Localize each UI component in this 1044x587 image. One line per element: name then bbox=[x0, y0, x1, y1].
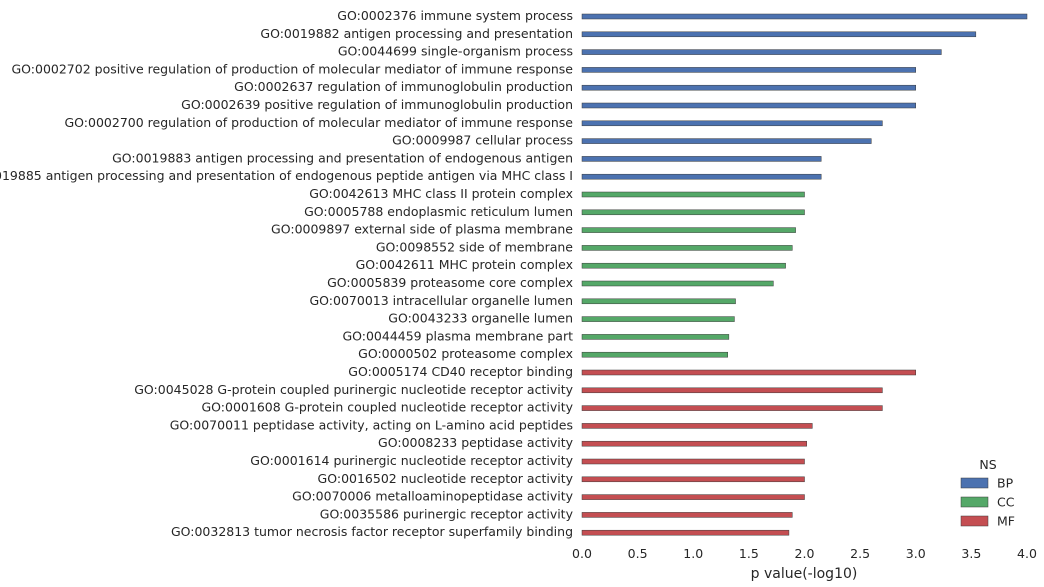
x-axis-ticks-group: 0.0 0.5 1.0 1.5 2.0 2.5 3.0 3.5 4.0 bbox=[572, 546, 1037, 561]
bar-bp bbox=[581, 173, 822, 180]
bar-bp bbox=[581, 102, 916, 109]
bar-bp bbox=[581, 67, 916, 73]
bar-cc bbox=[581, 191, 805, 198]
x-tick-label: 2.0 bbox=[795, 546, 815, 561]
bar-mf bbox=[581, 458, 805, 465]
category-label: GO:0002376 immune system process bbox=[337, 8, 573, 23]
bar-bp bbox=[581, 84, 916, 91]
category-label: GO:0005839 proteasome core complex bbox=[327, 275, 573, 290]
x-axis-title: p value(-log10) bbox=[751, 566, 858, 582]
category-label: GO:0019885 antigen processing and presen… bbox=[0, 168, 573, 183]
category-label: GO:0002700 regulation of production of m… bbox=[64, 115, 573, 130]
category-label: GO:0042613 MHC class II protein complex bbox=[309, 186, 573, 201]
category-label: GO:0001608 G-protein coupled nucleotide … bbox=[201, 400, 573, 415]
bar-mf bbox=[581, 405, 883, 411]
bar-cc bbox=[581, 334, 730, 340]
bar-cc bbox=[581, 280, 774, 287]
bar-bp bbox=[581, 138, 872, 144]
category-label: GO:0044699 single-organism process bbox=[338, 44, 573, 59]
bar-cc bbox=[581, 245, 793, 251]
legend-swatch-mf bbox=[960, 515, 989, 527]
legend-label-bp: BP bbox=[997, 476, 1014, 491]
legend-label-mf: MF bbox=[997, 514, 1015, 529]
legend: NS BP CC MF bbox=[960, 457, 1015, 529]
category-label: GO:0005174 CD40 receptor binding bbox=[348, 364, 573, 379]
bar-mf bbox=[581, 440, 807, 447]
category-label: GO:0008233 peptidase activity bbox=[378, 435, 574, 450]
bar-bp bbox=[581, 156, 822, 162]
x-tick-label: 3.5 bbox=[961, 546, 981, 561]
category-label: GO:0019882 antigen processing and presen… bbox=[260, 26, 573, 41]
bar-bp bbox=[581, 49, 942, 55]
category-label: GO:0098552 side of membrane bbox=[376, 239, 573, 254]
category-label: GO:0045028 G-protein coupled purinergic … bbox=[134, 382, 573, 397]
category-label: GO:0019883 antigen processing and presen… bbox=[112, 150, 573, 165]
category-label: GO:0005788 endoplasmic reticulum lumen bbox=[304, 204, 573, 219]
category-label: GO:0002639 positive regulation of immuno… bbox=[181, 97, 573, 112]
category-label: GO:0016502 nucleotide receptor activity bbox=[318, 471, 574, 486]
x-tick-label: 1.0 bbox=[683, 546, 703, 561]
category-label: GO:0000502 proteasome complex bbox=[358, 346, 573, 361]
category-label: GO:0042611 MHC protein complex bbox=[356, 257, 573, 272]
category-label: GO:0035586 purinergic receptor activity bbox=[320, 506, 574, 521]
bar-cc bbox=[581, 262, 786, 269]
bar-mf bbox=[581, 512, 793, 518]
category-label: GO:0043233 organelle lumen bbox=[388, 311, 573, 326]
legend-swatch-bp bbox=[960, 477, 989, 489]
bar-cc bbox=[581, 351, 728, 358]
bars-group bbox=[581, 13, 1028, 536]
x-tick-label: 1.5 bbox=[739, 546, 759, 561]
x-tick-label: 4.0 bbox=[1017, 546, 1037, 561]
bar-mf bbox=[581, 476, 805, 483]
bar-bp bbox=[581, 120, 883, 127]
bar-bp bbox=[581, 31, 977, 38]
bar-cc bbox=[581, 209, 805, 216]
legend-title: NS bbox=[979, 457, 996, 472]
bar-mf bbox=[581, 494, 805, 500]
category-label: GO:0009897 external side of plasma membr… bbox=[271, 222, 573, 237]
bar-cc bbox=[581, 316, 735, 322]
category-label: GO:0032813 tumor necrosis factor recepto… bbox=[171, 524, 573, 539]
x-tick-label: 3.0 bbox=[906, 546, 926, 561]
bar-mf bbox=[581, 529, 790, 536]
legend-swatch-cc bbox=[960, 496, 989, 508]
category-label: GO:0002637 regulation of immunoglobulin … bbox=[234, 79, 573, 94]
bar-cc bbox=[581, 298, 736, 305]
bar-mf bbox=[581, 423, 813, 429]
bar-mf bbox=[581, 387, 883, 394]
category-label: GO:0070013 intracellular organelle lumen bbox=[309, 293, 573, 308]
bar-mf bbox=[581, 369, 916, 376]
category-label: GO:0002702 positive regulation of produc… bbox=[11, 61, 573, 76]
bar-cc bbox=[581, 227, 796, 233]
x-tick-label: 2.5 bbox=[850, 546, 870, 561]
category-label: GO:0044459 plasma membrane part bbox=[342, 328, 573, 343]
category-label: GO:0070011 peptidase activity, acting on… bbox=[170, 417, 573, 432]
category-label: GO:0001614 purinergic nucleotide recepto… bbox=[250, 453, 573, 468]
legend-label-cc: CC bbox=[997, 495, 1015, 510]
category-labels-group: GO:0002376 immune system process GO:00198… bbox=[0, 8, 574, 539]
bar-bp bbox=[581, 13, 1028, 20]
x-tick-label: 0.5 bbox=[628, 546, 648, 561]
category-label: GO:0070006 metalloaminopeptidase activit… bbox=[292, 489, 573, 504]
legend-entries: BP CC MF bbox=[960, 476, 1015, 529]
x-tick-label: 0.0 bbox=[572, 546, 592, 561]
category-label: GO:0009987 cellular process bbox=[392, 133, 573, 148]
